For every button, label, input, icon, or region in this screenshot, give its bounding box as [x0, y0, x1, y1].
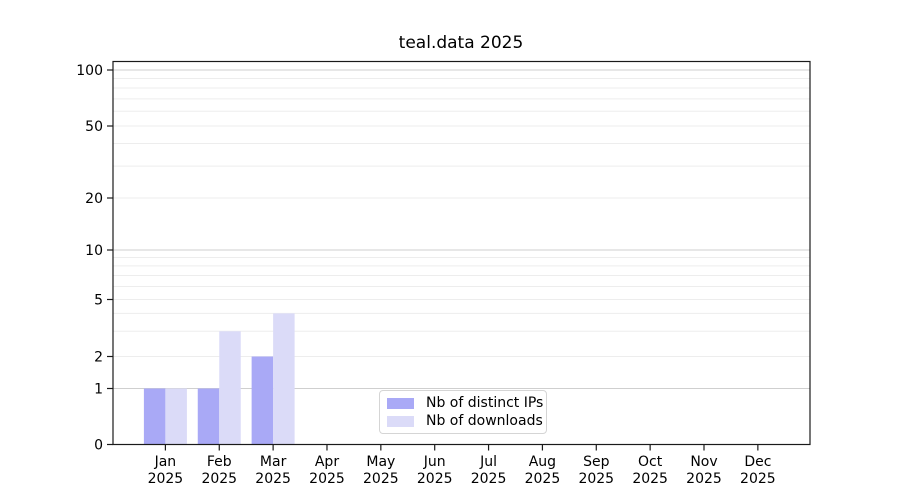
x-tick-label-year: 2025 — [471, 471, 507, 487]
x-tick-label-year: 2025 — [148, 471, 184, 487]
x-tick-label-year: 2025 — [417, 471, 453, 487]
chart-title: teal.data 2025 — [398, 33, 524, 53]
bar-ips-jan — [143, 388, 166, 445]
y-tick-label: 100 — [76, 63, 103, 79]
y-tick-label: 5 — [94, 293, 103, 309]
y-tick-label: 50 — [85, 119, 103, 135]
legend-item-downloads: Nb of downloads — [387, 413, 543, 429]
bar-downloads-jan — [165, 388, 187, 445]
x-tick-label-year: 2025 — [363, 471, 399, 487]
x-tick-label-month: Nov — [690, 454, 717, 470]
legend-label-downloads: Nb of downloads — [426, 413, 543, 429]
bar-downloads-mar — [273, 313, 295, 445]
x-tick-label-month: Feb — [207, 454, 232, 470]
x-tick-label-month: Sep — [583, 454, 610, 470]
bar-downloads-feb — [219, 331, 241, 445]
legend-swatch-distinct-ips — [387, 397, 414, 409]
legend: Nb of distinct IPs Nb of downloads — [379, 390, 547, 434]
x-tick-label-month: Oct — [638, 454, 663, 470]
x-tick-label-year: 2025 — [309, 471, 345, 487]
x-tick-label-year: 2025 — [255, 471, 291, 487]
bar-ips-feb — [197, 388, 220, 445]
y-tick-label: 1 — [94, 382, 103, 398]
x-tick-label-month: Apr — [315, 454, 339, 470]
y-tick-label: 10 — [85, 243, 103, 259]
x-tick-label-month: Dec — [744, 454, 771, 470]
y-tick-label: 0 — [94, 438, 103, 454]
x-tick-label-month: Jan — [154, 454, 177, 470]
y-tick-label: 20 — [85, 191, 103, 207]
legend-label-distinct-ips: Nb of distinct IPs — [426, 395, 544, 411]
bar-ips-mar — [251, 356, 274, 445]
x-tick-label-year: 2025 — [578, 471, 614, 487]
legend-swatch-downloads — [387, 415, 414, 427]
x-tick-label-month: Aug — [529, 454, 556, 470]
x-tick-label-year: 2025 — [740, 471, 776, 487]
x-tick-label-month: Jul — [479, 454, 497, 470]
x-tick-label-year: 2025 — [632, 471, 668, 487]
plot-border — [112, 60, 811, 446]
x-tick-label-month: Mar — [260, 454, 287, 470]
x-tick-label-year: 2025 — [201, 471, 237, 487]
y-tick-label: 2 — [94, 350, 103, 366]
x-tick-label-year: 2025 — [686, 471, 722, 487]
x-tick-label-year: 2025 — [525, 471, 561, 487]
x-tick-label-month: May — [366, 454, 395, 470]
legend-item-distinct-ips: Nb of distinct IPs — [387, 395, 543, 411]
x-tick-label-month: Jun — [423, 454, 446, 470]
